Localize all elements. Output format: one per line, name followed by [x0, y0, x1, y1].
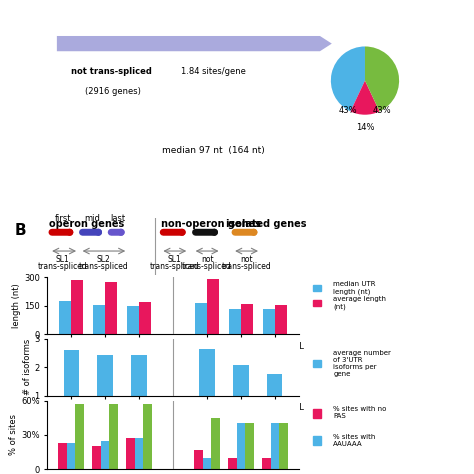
- Text: last: last: [110, 214, 126, 223]
- Bar: [241, 304, 253, 334]
- Text: not trans-spliced: not trans-spliced: [71, 67, 152, 76]
- Text: median 97 nt  (164 nt): median 97 nt (164 nt): [162, 146, 264, 155]
- FancyArrow shape: [57, 36, 332, 51]
- Bar: [229, 309, 241, 334]
- Bar: [203, 458, 211, 469]
- Text: trans-spliced: trans-spliced: [150, 263, 200, 272]
- Bar: [109, 404, 118, 469]
- Bar: [267, 374, 283, 424]
- Text: mid: mid: [85, 214, 100, 223]
- Bar: [271, 423, 279, 469]
- Bar: [101, 441, 109, 469]
- Bar: [313, 436, 321, 445]
- Text: (2916 genes): (2916 genes): [85, 87, 141, 96]
- Bar: [71, 280, 83, 334]
- Wedge shape: [331, 46, 365, 111]
- Text: trans-spliced: trans-spliced: [79, 263, 128, 272]
- Bar: [59, 301, 71, 334]
- Bar: [75, 404, 84, 469]
- Text: trans-spliced: trans-spliced: [182, 263, 232, 272]
- Bar: [200, 349, 215, 424]
- Bar: [92, 447, 101, 469]
- Bar: [195, 303, 207, 334]
- Bar: [98, 355, 113, 424]
- Bar: [58, 443, 67, 469]
- Bar: [143, 404, 152, 469]
- Bar: [245, 423, 254, 469]
- Bar: [228, 458, 237, 469]
- Bar: [127, 306, 139, 334]
- Text: B: B: [14, 223, 26, 238]
- Text: isolated genes: isolated genes: [226, 219, 307, 229]
- Text: median UTR
length (nt): median UTR length (nt): [333, 282, 376, 295]
- Y-axis label: # of isoforms: # of isoforms: [23, 339, 32, 395]
- Text: SL1: SL1: [168, 255, 182, 264]
- Y-axis label: length (nt): length (nt): [12, 283, 21, 328]
- Bar: [313, 360, 321, 367]
- Text: average number
of 3'UTR
isoforms per
gene: average number of 3'UTR isoforms per gen…: [333, 350, 391, 377]
- Bar: [135, 438, 143, 469]
- Text: SL1: SL1: [56, 255, 70, 264]
- Bar: [64, 350, 79, 424]
- Y-axis label: % of sites: % of sites: [9, 414, 18, 456]
- Bar: [313, 409, 321, 418]
- Bar: [139, 302, 151, 334]
- Wedge shape: [365, 46, 399, 111]
- Text: non-operon genes: non-operon genes: [161, 219, 261, 229]
- Text: % sites with
AAUAAA: % sites with AAUAAA: [333, 434, 375, 447]
- Text: not: not: [201, 255, 213, 264]
- Text: average length
(nt): average length (nt): [333, 296, 386, 310]
- Text: 43%: 43%: [373, 106, 392, 115]
- Text: trans-spliced: trans-spliced: [222, 263, 272, 272]
- Bar: [207, 279, 219, 334]
- Text: 14%: 14%: [356, 123, 374, 132]
- Bar: [279, 423, 288, 469]
- Bar: [262, 458, 271, 469]
- Text: 1.84 sites/gene: 1.84 sites/gene: [181, 67, 246, 76]
- Bar: [233, 365, 248, 424]
- Text: first: first: [55, 214, 71, 223]
- Bar: [93, 305, 105, 334]
- Bar: [275, 305, 287, 334]
- Text: % sites with no
PAS: % sites with no PAS: [333, 406, 387, 419]
- Bar: [194, 450, 203, 469]
- Bar: [313, 300, 321, 306]
- Bar: [263, 309, 275, 334]
- Bar: [127, 438, 135, 469]
- Text: trans-spliced: trans-spliced: [38, 263, 88, 272]
- Text: SL2: SL2: [97, 255, 110, 264]
- Bar: [313, 285, 321, 291]
- Bar: [67, 443, 75, 469]
- Wedge shape: [350, 81, 380, 115]
- Text: not: not: [240, 255, 253, 264]
- Text: operon genes: operon genes: [49, 219, 125, 229]
- Bar: [237, 423, 245, 469]
- Bar: [131, 355, 146, 424]
- Bar: [105, 283, 117, 334]
- Bar: [211, 418, 219, 469]
- Text: 43%: 43%: [338, 106, 357, 115]
